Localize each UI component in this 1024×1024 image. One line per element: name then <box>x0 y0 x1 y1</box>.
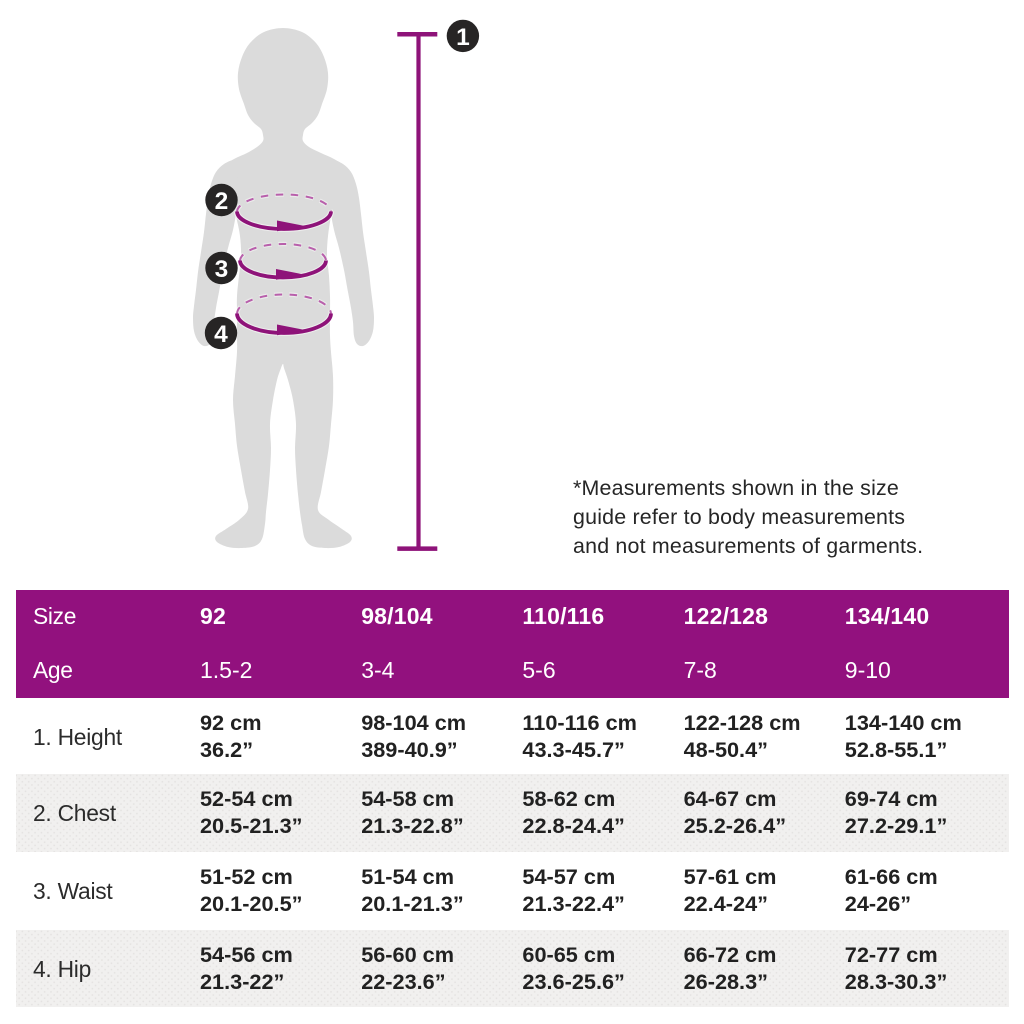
svg-text:4: 4 <box>214 321 228 348</box>
svg-text:1: 1 <box>456 24 470 51</box>
svg-text:3: 3 <box>215 256 229 283</box>
svg-text:2: 2 <box>215 188 229 215</box>
